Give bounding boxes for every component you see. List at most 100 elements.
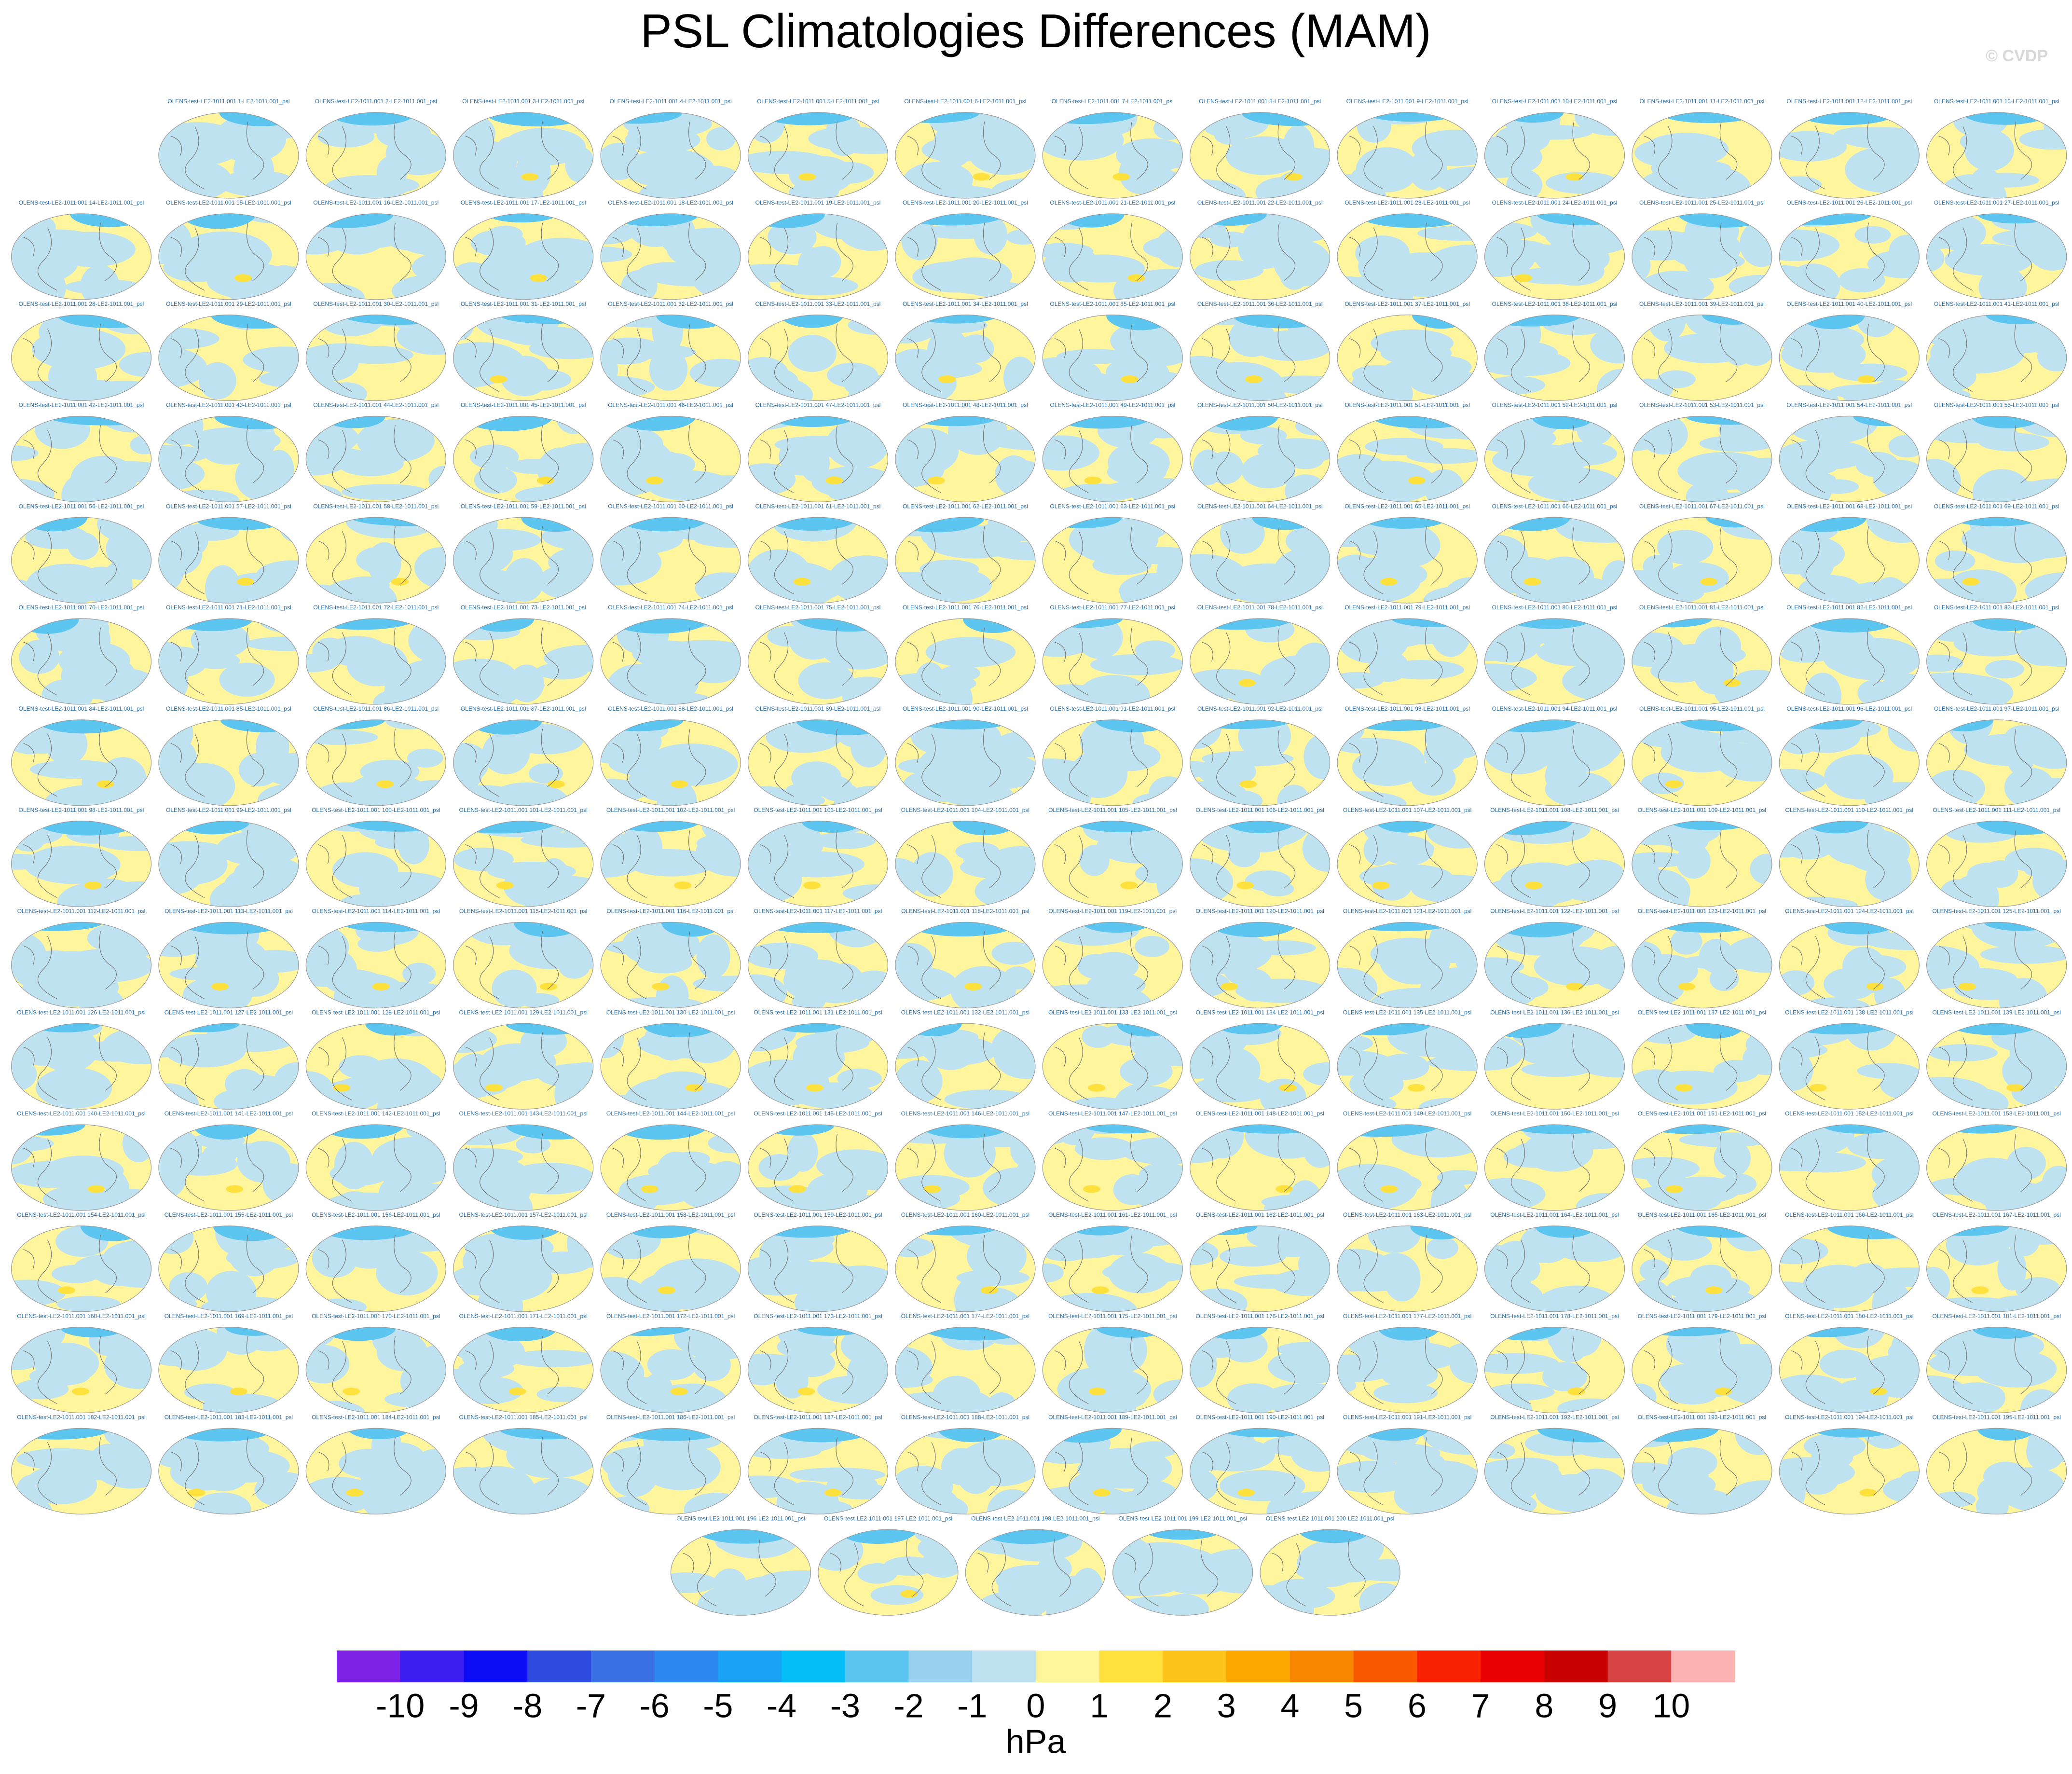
panel-title: OLENS-test-LE2-1011.001 20-LE2-1011.001_… (903, 199, 1028, 206)
coastline (907, 1437, 1001, 1505)
coastline (1125, 1539, 1219, 1607)
map-shade (1017, 1125, 1035, 1145)
coastline (23, 222, 117, 291)
map-shade (1218, 1125, 1330, 1134)
panel-title: OLENS-test-LE2-1011.001 16-LE2-1011.001_… (313, 199, 439, 206)
panel-title: OLENS-test-LE2-1011.001 188-LE2-1011.001… (901, 1414, 1029, 1421)
panel-title: OLENS-test-LE2-1011.001 165-LE2-1011.001… (1638, 1211, 1766, 1218)
map-border (158, 820, 299, 908)
map-field (11, 315, 151, 401)
map-shade (98, 836, 151, 852)
map-shade (1190, 719, 1293, 729)
map-border (1190, 517, 1331, 604)
map-border (1926, 517, 2067, 604)
map-border (158, 719, 299, 806)
map-panel: OLENS-test-LE2-1011.001 180-LE2-1011.001… (1779, 1313, 1920, 1414)
map-border (1632, 1327, 1772, 1414)
panel-title: OLENS-test-LE2-1011.001 29-LE2-1011.001_… (166, 301, 291, 307)
map-shade (1971, 1286, 1989, 1294)
panel-title: OLENS-test-LE2-1011.001 113-LE2-1011.001… (165, 908, 293, 915)
coastline (760, 1437, 853, 1505)
map-shade (453, 531, 513, 578)
map-shade (789, 1467, 885, 1482)
map-panel: OLENS-test-LE2-1011.001 35-LE2-1011.001_… (1042, 301, 1183, 401)
colorbar-box (908, 1650, 973, 1682)
panel-title: OLENS-test-LE2-1011.001 149-LE2-1011.001… (1343, 1110, 1471, 1117)
map-shade (1946, 1088, 2009, 1110)
map-shade (895, 966, 958, 1001)
map-shade (1112, 173, 1130, 181)
coastline (1644, 931, 1738, 999)
map-field (1260, 1529, 1400, 1616)
map-shade (1657, 1232, 1712, 1261)
map-panel: OLENS-test-LE2-1011.001 59-LE2-1011.001_… (453, 503, 594, 604)
map-shade (780, 276, 858, 296)
map-border (1779, 921, 1920, 1009)
map-shade (1108, 442, 1170, 483)
map-panel: OLENS-test-LE2-1011.001 174-LE2-1011.001… (895, 1313, 1036, 1414)
map-panel: OLENS-test-LE2-1011.001 3-LE2-1011.001_p… (453, 98, 594, 199)
map-shade (1632, 248, 1651, 282)
map-field (748, 1327, 888, 1413)
map-shade (759, 1570, 811, 1589)
map-field (1190, 416, 1330, 502)
map-border (1042, 1023, 1183, 1110)
map-shade (1508, 1254, 1540, 1283)
coastline (1202, 1235, 1296, 1303)
map-field (453, 922, 593, 1008)
map-panel: OLENS-test-LE2-1011.001 159-LE2-1011.001… (747, 1211, 889, 1312)
map-border (1632, 820, 1772, 908)
map-shade (611, 821, 700, 832)
map-border (1337, 213, 1478, 300)
panel-title: OLENS-test-LE2-1011.001 178-LE2-1011.001… (1490, 1313, 1619, 1320)
map-shade (1247, 1225, 1302, 1249)
map-border (600, 1327, 741, 1414)
map-panel: OLENS-test-LE2-1011.001 18-LE2-1011.001_… (600, 199, 741, 300)
coastline (760, 526, 853, 594)
map-shade (927, 328, 969, 376)
map-shade (1075, 1137, 1135, 1160)
map-shade (809, 213, 878, 239)
map-shade (1236, 881, 1254, 890)
panel-title: OLENS-test-LE2-1011.001 108-LE2-1011.001… (1490, 807, 1619, 813)
panel-title: OLENS-test-LE2-1011.001 31-LE2-1011.001_… (461, 301, 586, 307)
map-shade (1869, 1388, 1887, 1396)
map-shade (26, 564, 108, 604)
map-shade (1928, 1044, 1998, 1062)
map-shade (786, 1188, 841, 1210)
map-shade (1714, 1140, 1751, 1177)
map-shade (1303, 1062, 1330, 1086)
map-shade (306, 283, 365, 300)
panel-title: OLENS-test-LE2-1011.001 197-LE2-1011.001… (824, 1515, 952, 1522)
map-field (1926, 517, 2067, 604)
map-panel: OLENS-test-LE2-1011.001 75-LE2-1011.001_… (747, 604, 889, 705)
map-shade (1050, 372, 1132, 401)
map-border (1190, 213, 1331, 300)
map-shade (974, 215, 1008, 255)
map-border (600, 921, 741, 1009)
map-panel: OLENS-test-LE2-1011.001 164-LE2-1011.001… (1484, 1211, 1625, 1312)
panel-title: OLENS-test-LE2-1011.001 85-LE2-1011.001_… (166, 705, 291, 712)
map-shade (1120, 881, 1138, 890)
coastline (612, 526, 706, 594)
map-field (11, 517, 151, 604)
map-shade (1043, 1263, 1064, 1282)
map-shade (1641, 772, 1685, 794)
map-border (1926, 415, 2067, 503)
map-field (1337, 213, 1478, 300)
panel-title: OLENS-test-LE2-1011.001 10-LE2-1011.001_… (1492, 98, 1618, 105)
map-border (1779, 213, 1920, 300)
map-shade (536, 476, 554, 484)
map-shade (1192, 1075, 1273, 1102)
map-shade (1983, 1461, 2029, 1492)
map-shade (477, 1283, 523, 1312)
colorbar-unit: hPa (1006, 1722, 1066, 1760)
map-shade (404, 881, 446, 907)
map-border (1042, 820, 1183, 908)
map-shade (801, 821, 864, 833)
map-field (1337, 315, 1478, 401)
map-shade (1155, 227, 1183, 267)
map-shade (206, 1271, 257, 1312)
panel-title: OLENS-test-LE2-1011.001 54-LE2-1011.001_… (1786, 402, 1912, 409)
panel-title: OLENS-test-LE2-1011.001 171-LE2-1011.001… (459, 1313, 587, 1320)
